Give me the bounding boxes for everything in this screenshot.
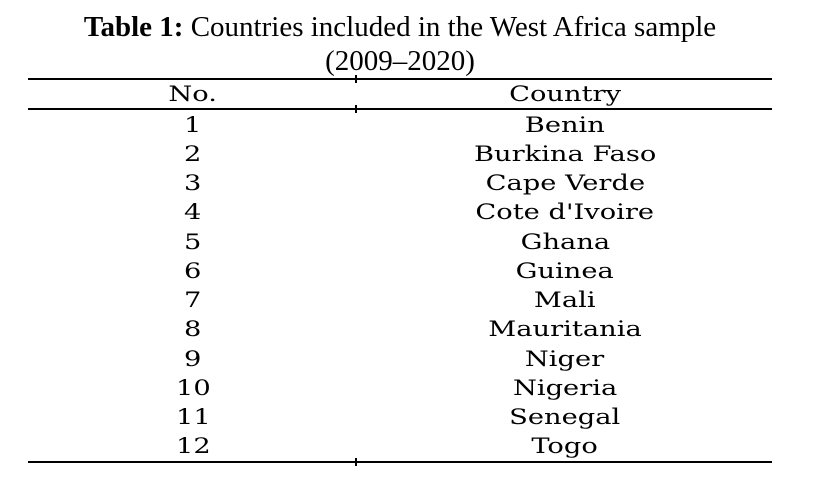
cell-country: Cote d'Ivoire <box>358 198 772 227</box>
row-number: 12 <box>175 434 211 459</box>
table-row: 6 Guinea <box>28 256 772 285</box>
cell-no: 7 <box>28 286 358 315</box>
caption-label: Table 1: <box>83 11 184 43</box>
country-name: Burkina Faso <box>473 141 657 166</box>
row-number: 4 <box>184 200 202 225</box>
cell-no: 9 <box>28 344 358 373</box>
table-row: 4 Cote d'Ivoire <box>28 198 772 227</box>
table-caption: Table 1: Countries included in the West … <box>28 10 772 78</box>
cell-country: Mauritania <box>358 315 772 344</box>
country-name: Mauritania <box>488 317 642 342</box>
cell-no: 10 <box>28 373 358 402</box>
column-divider-tick <box>355 105 357 113</box>
cell-country: Togo <box>358 432 772 461</box>
column-header-country-label: Country <box>509 82 621 106</box>
caption-subtitle: (2009–2020) <box>325 45 475 77</box>
cell-no: 12 <box>28 432 358 461</box>
row-number: 11 <box>175 405 211 430</box>
table-row: 8 Mauritania <box>28 315 772 344</box>
cell-country: Nigeria <box>358 373 772 402</box>
cell-no: 3 <box>28 169 358 198</box>
header-row: No. Country <box>28 80 772 108</box>
country-name: Guinea <box>515 258 615 283</box>
column-divider-tick <box>355 458 357 466</box>
table-row: 7 Mali <box>28 286 772 315</box>
country-name: Nigeria <box>512 375 618 400</box>
row-number: 7 <box>184 288 202 313</box>
cell-country: Cape Verde <box>358 169 772 198</box>
column-divider-tick <box>355 75 357 83</box>
row-number: 8 <box>184 317 202 342</box>
table-row: 2 Burkina Faso <box>28 139 772 168</box>
cell-country: Burkina Faso <box>358 139 772 168</box>
cell-country: Niger <box>358 344 772 373</box>
country-name: Cote d'Ivoire <box>475 200 655 225</box>
table-row: 10 Nigeria <box>28 373 772 402</box>
countries-table: No. Country 1 Benin 2 Burkina Faso <box>28 75 772 466</box>
bottom-rule <box>28 458 772 466</box>
cell-no: 1 <box>28 110 358 139</box>
row-number: 3 <box>184 171 202 196</box>
cell-country: Guinea <box>358 256 772 285</box>
table-body: 1 Benin 2 Burkina Faso 3 Cape Verde 4 Co… <box>28 110 772 461</box>
column-header-country: Country <box>358 80 772 108</box>
row-number: 10 <box>175 375 211 400</box>
table-row: 11 Senegal <box>28 403 772 432</box>
cell-no: 4 <box>28 198 358 227</box>
column-header-no: No. <box>28 80 358 108</box>
country-name: Benin <box>524 112 606 137</box>
country-name: Togo <box>531 434 599 459</box>
country-name: Senegal <box>509 405 621 430</box>
table-row: 5 Ghana <box>28 227 772 256</box>
row-number: 1 <box>184 112 202 137</box>
caption-line-1: Table 1: Countries included in the West … <box>28 10 772 44</box>
table-row: 9 Niger <box>28 344 772 373</box>
country-name: Niger <box>525 346 605 371</box>
row-number: 9 <box>184 346 202 371</box>
column-header-no-label: No. <box>168 82 218 106</box>
cell-no: 6 <box>28 256 358 285</box>
top-rule <box>28 75 772 83</box>
table-row: 12 Togo <box>28 432 772 461</box>
cell-no: 11 <box>28 403 358 432</box>
cell-country: Benin <box>358 110 772 139</box>
country-name: Ghana <box>520 229 610 254</box>
country-name: Cape Verde <box>485 171 645 196</box>
row-number: 2 <box>184 141 202 166</box>
row-number: 5 <box>184 229 202 254</box>
cell-no: 8 <box>28 315 358 344</box>
cell-country: Mali <box>358 286 772 315</box>
table-row: 1 Benin <box>28 110 772 139</box>
country-name: Mali <box>534 288 596 313</box>
header-rule <box>28 105 772 113</box>
table-row: 3 Cape Verde <box>28 169 772 198</box>
caption-title: Countries included in the West Africa sa… <box>190 11 717 43</box>
cell-country: Ghana <box>358 227 772 256</box>
cell-country: Senegal <box>358 403 772 432</box>
cell-no: 2 <box>28 139 358 168</box>
cell-no: 5 <box>28 227 358 256</box>
row-number: 6 <box>184 258 202 283</box>
